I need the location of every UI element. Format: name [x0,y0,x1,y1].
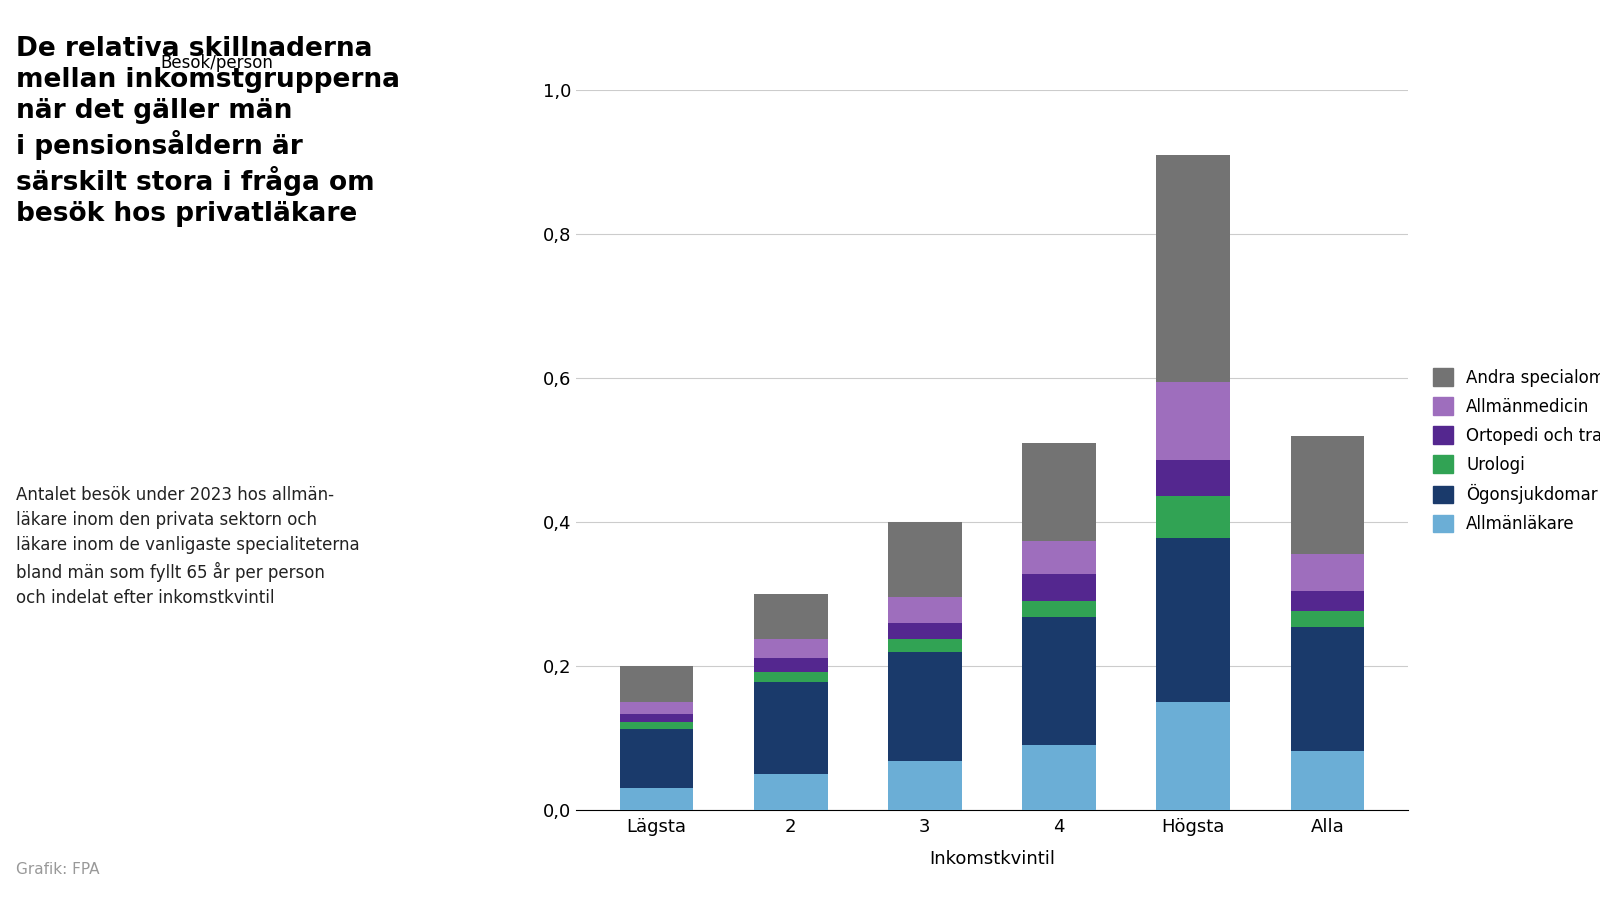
Bar [1022,601,1096,617]
Bar [1291,627,1365,751]
Bar [754,639,827,658]
Bar [619,666,693,702]
Bar [619,714,693,722]
Bar [1157,538,1230,702]
Bar [888,652,962,761]
Bar [1157,382,1230,460]
Legend: Andra specialområden, Allmänmedicin, Ortopedi och traumatologi, Urologi, Ögonsju: Andra specialområden, Allmänmedicin, Ort… [1434,366,1600,534]
Bar [619,729,693,788]
Bar [1291,611,1365,627]
Bar [1022,443,1096,542]
Bar [619,788,693,810]
Bar [888,639,962,652]
Bar [1022,574,1096,601]
Bar [619,722,693,729]
Bar [1157,702,1230,810]
Bar [754,682,827,774]
Bar [754,658,827,672]
Text: Antalet besök under 2023 hos allmän-
läkare inom den privata sektorn och
läkare : Antalet besök under 2023 hos allmän- läk… [16,486,360,608]
Text: Grafik: FPA: Grafik: FPA [16,862,99,878]
Bar [619,702,693,714]
Bar [1291,554,1365,591]
Bar [888,623,962,639]
Bar [1157,155,1230,382]
Bar [1022,542,1096,574]
Bar [1022,617,1096,745]
Bar [888,522,962,597]
Bar [1291,436,1365,554]
Bar [754,672,827,682]
Bar [1157,460,1230,496]
Bar [754,594,827,639]
Bar [1022,745,1096,810]
Bar [754,774,827,810]
Text: De relativa skillnaderna
mellan inkomstgrupperna
när det gäller män
i pensionsål: De relativa skillnaderna mellan inkomstg… [16,36,400,227]
Bar [1157,496,1230,538]
Text: Besök/person: Besök/person [160,54,274,72]
X-axis label: Inkomstkvintil: Inkomstkvintil [930,850,1054,868]
Bar [1291,751,1365,810]
Bar [888,761,962,810]
Bar [1291,591,1365,611]
Bar [888,597,962,623]
